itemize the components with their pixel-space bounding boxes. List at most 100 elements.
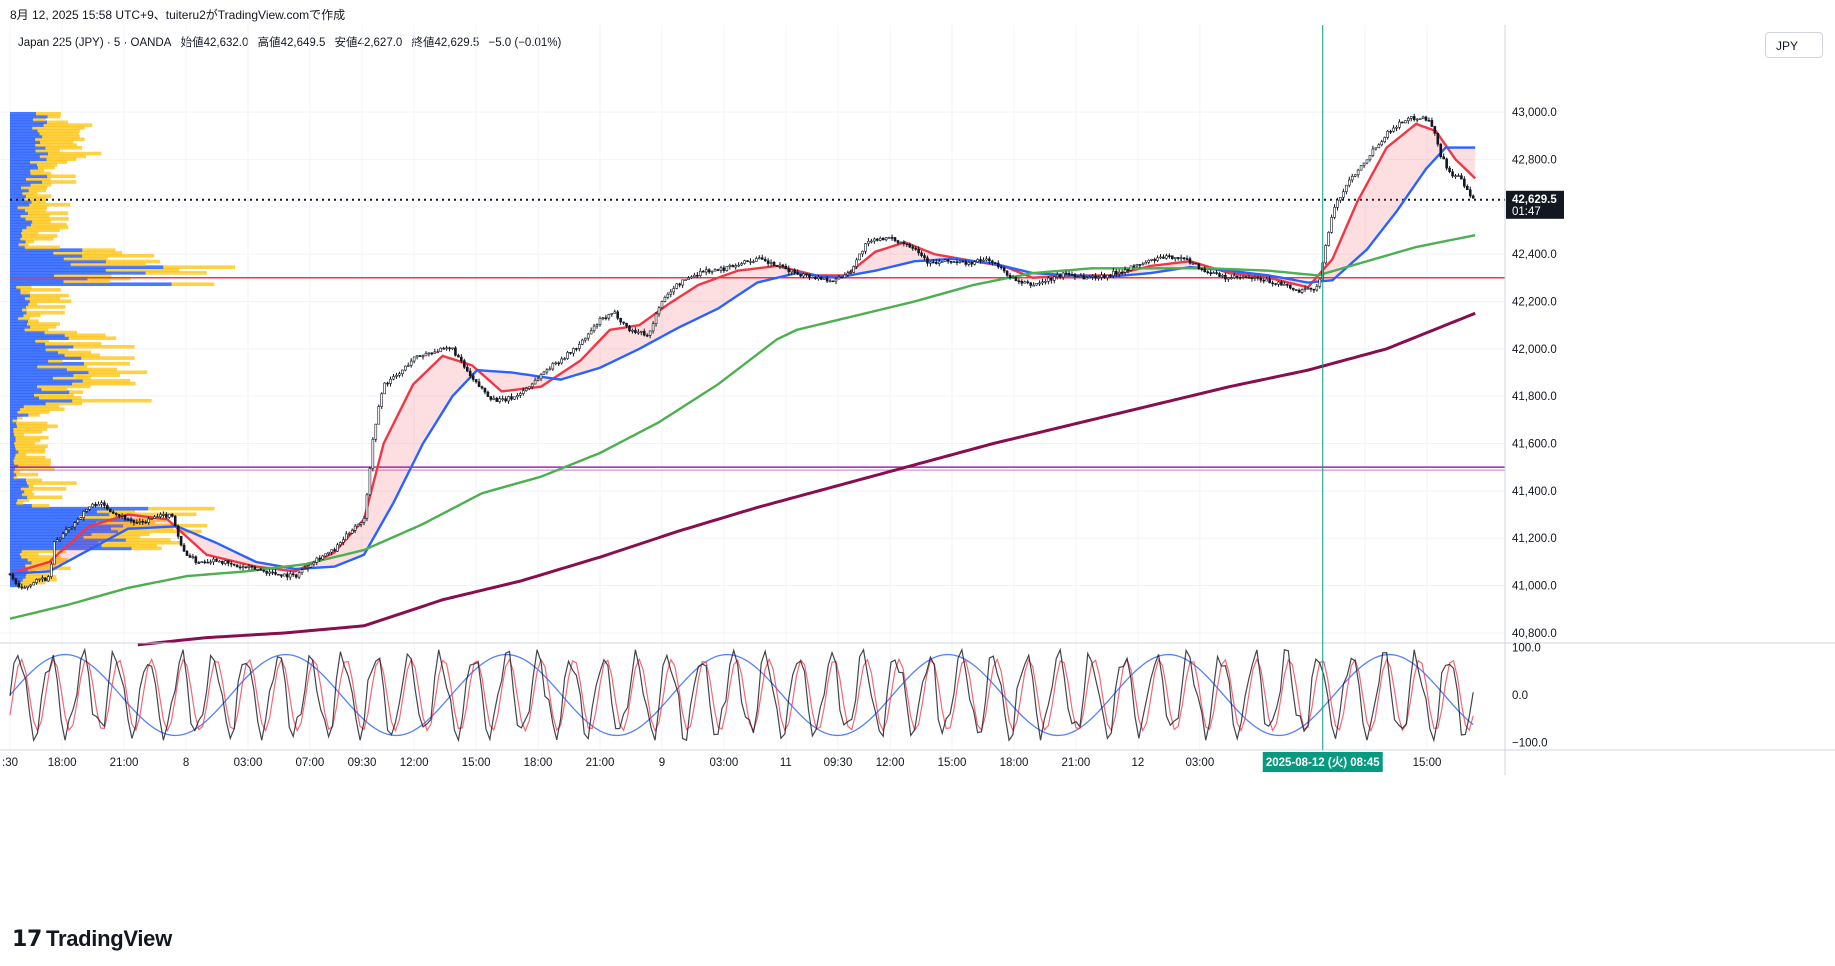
candle-body — [256, 568, 260, 571]
vp-bar-up — [10, 427, 14, 431]
vp-bar-down — [52, 376, 92, 380]
candle-body — [383, 382, 386, 395]
vp-bar-down — [16, 421, 48, 426]
candle-body — [291, 573, 295, 576]
vp-bar-up — [10, 506, 149, 511]
candle-body — [477, 381, 481, 387]
vp-bar-up — [10, 194, 27, 198]
candle-body — [389, 378, 392, 384]
candle-body — [1179, 257, 1183, 260]
candle-body — [586, 333, 590, 339]
candle-body — [663, 297, 667, 302]
candle-body — [1294, 289, 1298, 291]
candle-body — [749, 261, 752, 263]
candle-body — [330, 549, 333, 553]
vp-bar-up — [10, 557, 28, 562]
vp-bar-up — [10, 200, 32, 204]
vp-bar-down — [39, 396, 82, 400]
candle-body — [368, 467, 372, 496]
candle-body — [294, 574, 298, 578]
candle-body — [572, 348, 575, 354]
vp-bar-up — [10, 163, 38, 167]
candle-body — [755, 258, 758, 262]
vp-bar-down — [78, 515, 119, 519]
price-tick-label: 41,400.0 — [1512, 486, 1557, 498]
candle-body — [696, 274, 699, 277]
candle-body — [1277, 281, 1280, 285]
vp-bar-up — [10, 202, 30, 207]
vp-bar-up — [10, 140, 41, 144]
candle-body — [377, 406, 381, 425]
candle-body — [1289, 284, 1292, 289]
candle-body — [1061, 272, 1065, 278]
candle-body — [899, 241, 903, 244]
vp-bar-up — [10, 330, 45, 335]
candle-body — [843, 274, 847, 278]
vp-bar-up — [10, 319, 28, 323]
candle-body — [38, 578, 41, 581]
price-tick-label: 41,200.0 — [1512, 533, 1557, 545]
candle-body — [179, 535, 183, 546]
time-tick-label: 15:00 — [1413, 757, 1442, 769]
vp-bar-up — [10, 208, 25, 213]
candle-body — [504, 398, 507, 402]
candle-body — [268, 571, 271, 574]
vp-bar-up — [10, 401, 46, 406]
vp-bar-down — [21, 185, 48, 190]
candle-body — [905, 243, 909, 246]
vp-bar-down — [16, 285, 32, 289]
candle-body — [973, 261, 976, 265]
candle-body — [1318, 278, 1322, 287]
vp-bar-down — [45, 146, 83, 150]
candle-body — [1398, 121, 1401, 128]
candle-body — [707, 269, 711, 273]
candle-body — [1135, 264, 1139, 267]
price-tick-label: 41,600.0 — [1512, 439, 1557, 451]
candle-body — [73, 522, 77, 528]
vp-bar-down — [47, 174, 76, 179]
vp-bar-down — [25, 239, 35, 244]
candle-body — [642, 330, 646, 336]
vp-bar-down — [30, 222, 67, 227]
vp-bar-up — [10, 180, 43, 184]
candle-body — [448, 347, 451, 350]
candle-body — [1224, 274, 1227, 280]
vp-bar-up — [10, 444, 16, 448]
candle-body — [932, 261, 935, 264]
candle-body — [952, 261, 956, 264]
candle-body — [996, 262, 1000, 268]
candle-body — [1468, 189, 1472, 197]
vp-bar-up — [10, 160, 31, 164]
symbol-name[interactable]: Japan 225 (JPY) · 5 · OANDA — [18, 37, 172, 49]
vp-bar-down — [35, 148, 60, 153]
candle-body — [1430, 120, 1434, 127]
vp-bar-up — [10, 515, 79, 519]
vp-bar-down — [96, 509, 135, 514]
candle-body — [669, 291, 673, 295]
vp-bar-down — [40, 140, 74, 144]
vp-bar-up — [10, 393, 35, 397]
candle-body — [1371, 148, 1375, 156]
candle-body — [1238, 277, 1242, 279]
vp-bar-up — [10, 254, 83, 258]
ma-line-3 — [137, 311, 1476, 647]
vp-bar-up — [10, 174, 48, 179]
overlay: 2025-08-12 (火) 08:45 42,629.501:47 — [1262, 25, 1564, 772]
candle-body — [11, 574, 15, 580]
candle-body — [1106, 274, 1109, 278]
vp-bar-up — [10, 114, 48, 119]
candle-body — [1171, 255, 1174, 260]
candle-body — [67, 527, 71, 531]
vp-bar-down — [22, 492, 35, 497]
candle-body — [1439, 143, 1443, 158]
vp-bar-down — [20, 486, 67, 491]
time-tick-label: 15:00 — [462, 757, 491, 769]
vp-bar-up — [10, 236, 21, 241]
candle-body — [395, 375, 398, 377]
vp-bar-down — [22, 228, 60, 233]
currency-selector[interactable]: JPY — [1765, 32, 1823, 58]
vp-bar-down — [30, 182, 52, 187]
candle-body — [1097, 277, 1100, 279]
candle-body — [232, 563, 236, 566]
